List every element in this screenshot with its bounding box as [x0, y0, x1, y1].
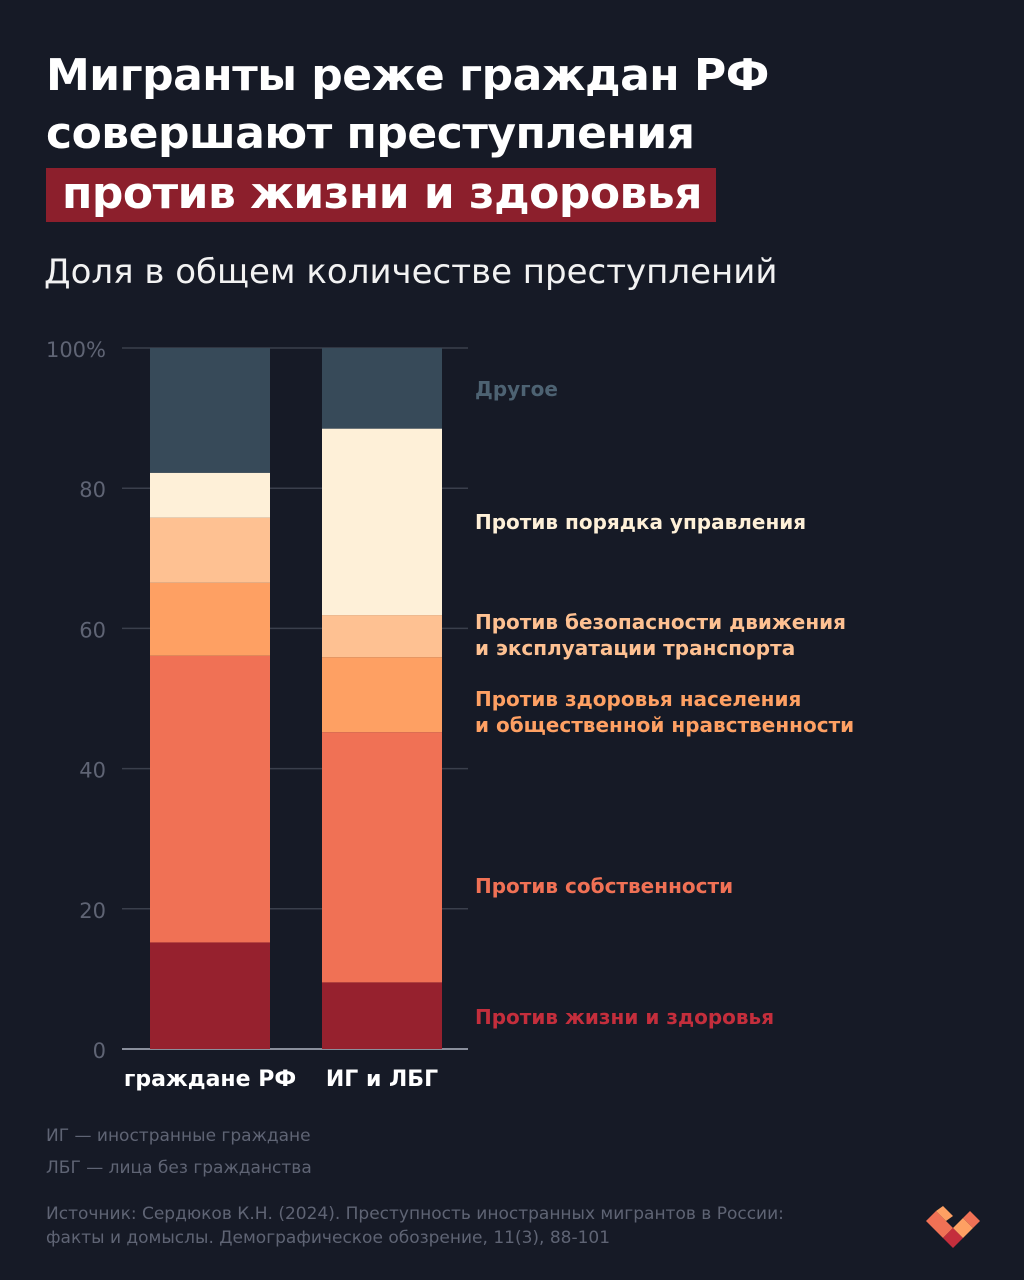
legend-health-line2: и общественной нравственности [475, 713, 855, 737]
logo-icon [926, 1206, 980, 1248]
footnote-ig: ИГ — иностранные граждане [46, 1126, 311, 1146]
legend-traffic-line2: и эксплуатации транспорта [475, 636, 796, 660]
legend-life: Против жизни и здоровья [475, 1005, 775, 1029]
bar-segment [150, 942, 270, 1049]
legend-health: Против здоровья населения и общественной… [475, 686, 854, 738]
bar-segment [150, 655, 270, 943]
footnote-lbg: ЛБГ — лица без гражданства [46, 1158, 312, 1178]
legend-other: Другое [475, 377, 558, 401]
y-tick-label: 60 [79, 618, 106, 642]
source-line1: Источник: Сердюков К.Н. (2024). Преступн… [46, 1204, 784, 1224]
source-note: Источник: Сердюков К.Н. (2024). Преступн… [46, 1202, 784, 1250]
bar-segment [322, 428, 442, 616]
y-tick-label: 0 [93, 1039, 106, 1063]
bar-segment [322, 982, 442, 1049]
legend-traffic-line1: Против безопасности движения [475, 610, 847, 634]
x-category-label: граждане РФ [124, 1067, 296, 1092]
source-line2: факты и домыслы. Демографическое обозрен… [46, 1228, 611, 1248]
bar-segment [150, 472, 270, 518]
legend-health-line1: Против здоровья населения [475, 687, 802, 711]
legend-traffic: Против безопасности движения и эксплуата… [475, 609, 846, 661]
y-tick-label: 40 [79, 759, 106, 783]
y-tick-label: 20 [79, 899, 106, 923]
bar-segment [150, 517, 270, 583]
y-tick-label: 100% [46, 338, 106, 362]
legend-governance: Против порядка управления [475, 510, 807, 534]
bar-segment [322, 348, 442, 429]
title-highlight: против жизни и здоровья [46, 168, 716, 222]
bar-segment [322, 615, 442, 658]
x-category-label: ИГ и ЛБГ [326, 1067, 438, 1092]
chart-subtitle: Доля в общем количестве преступлений [44, 252, 778, 292]
title-line-1: Мигранты реже граждан РФ [46, 50, 769, 101]
y-tick-label: 80 [79, 478, 106, 502]
bar-segment [150, 348, 270, 473]
legend-property: Против собственности [475, 874, 734, 898]
bar-segment [322, 732, 442, 983]
bar-segment [150, 582, 270, 656]
bar-segment [322, 657, 442, 733]
title-line-2: совершают преступления [46, 108, 695, 159]
